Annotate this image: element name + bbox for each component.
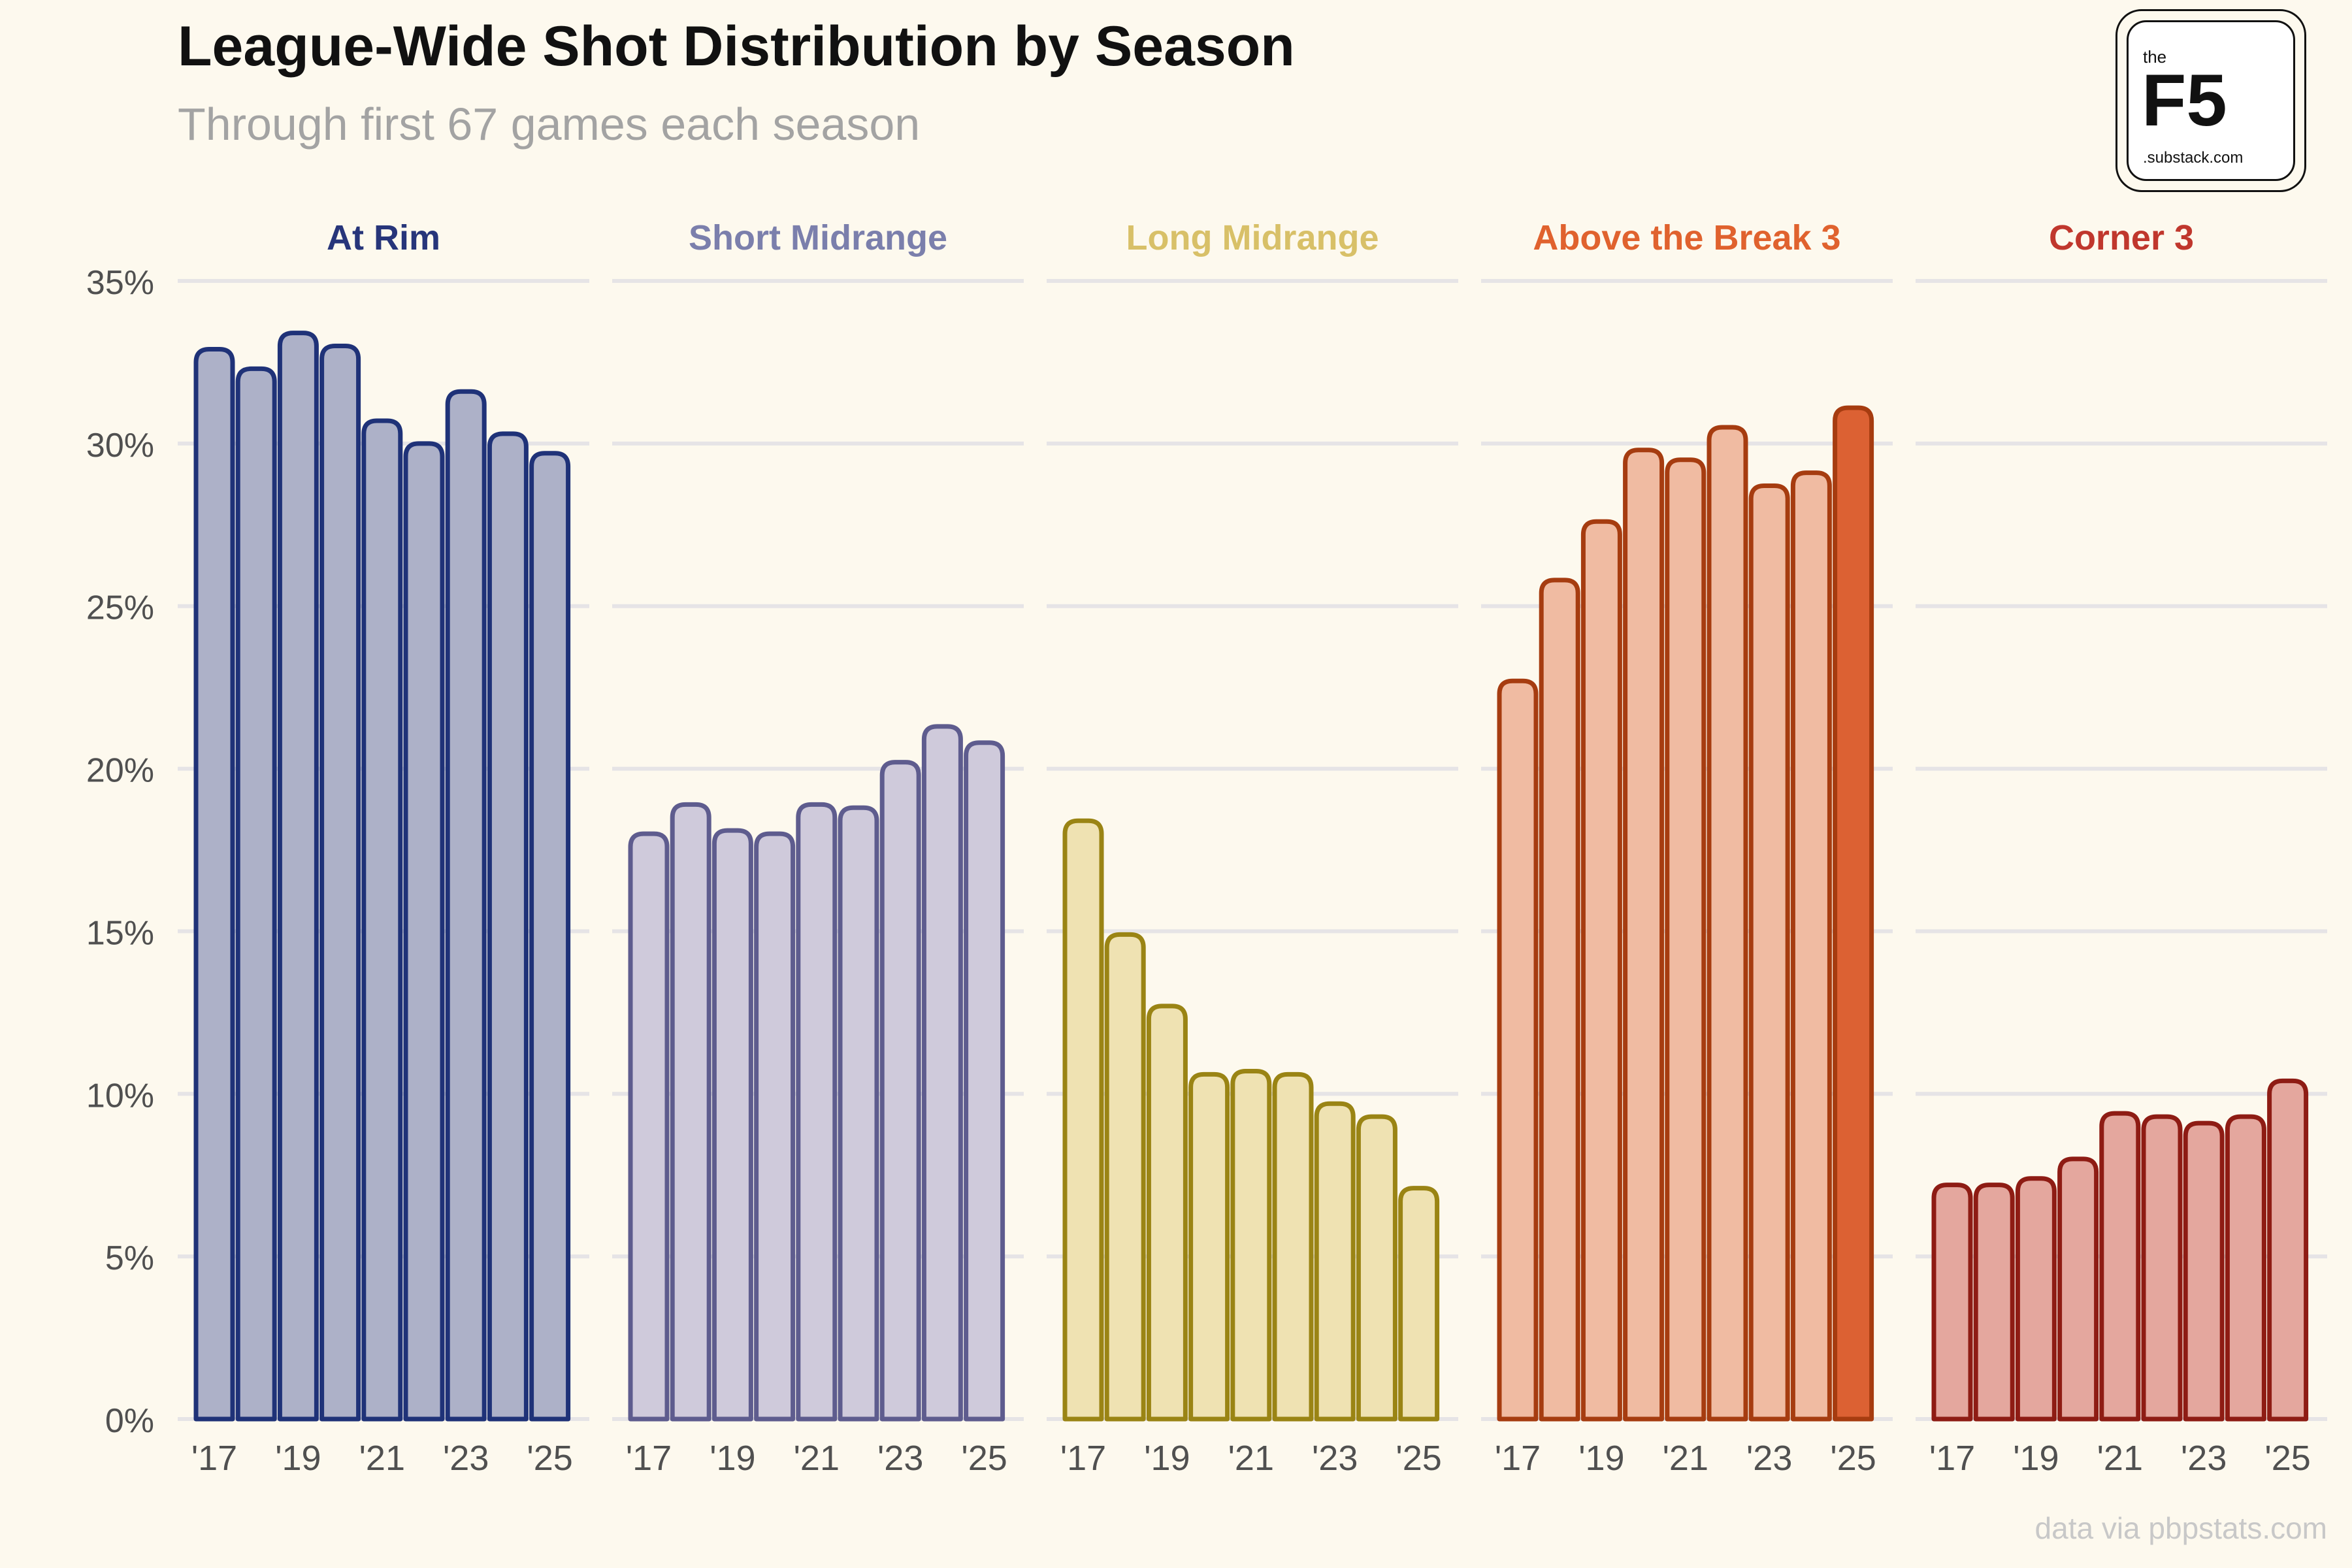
x-tick-label: '21 (2097, 1439, 2143, 1478)
bar (1748, 483, 1790, 1422)
bar (1398, 1186, 1440, 1422)
x-tick-label: '21 (359, 1439, 405, 1478)
x-tick-label: '19 (710, 1439, 755, 1478)
x-tick-label: '21 (794, 1439, 840, 1478)
x-tick-label: '21 (1228, 1439, 1274, 1478)
facet-title: At Rim (327, 218, 440, 257)
bar (487, 431, 529, 1422)
x-tick-label: '19 (1578, 1439, 1624, 1478)
x-tick-label: '25 (961, 1439, 1007, 1478)
bar (1833, 405, 1874, 1422)
x-tick-label: '23 (1746, 1439, 1792, 1478)
bar (1104, 932, 1146, 1422)
bar (2099, 1111, 2141, 1422)
bar (1973, 1183, 2015, 1422)
bar (1062, 818, 1104, 1422)
logo-the-text: the (2143, 47, 2167, 67)
bar (1623, 448, 1665, 1422)
bar (1356, 1114, 1397, 1422)
facet-panel: Long Midrange '17 '19 '21 '23 '25 (1047, 218, 1458, 1478)
bar (403, 441, 445, 1422)
bar (670, 802, 711, 1422)
bar (1580, 519, 1622, 1422)
x-tick-label: '19 (275, 1439, 321, 1478)
bar (1146, 1004, 1188, 1422)
bar (529, 451, 571, 1422)
y-tick-label: 10% (86, 1077, 154, 1115)
facet-panel: Corner 3 '17 '19 '21 '23 '25 (1916, 218, 2327, 1478)
facet-title: Corner 3 (2049, 218, 2194, 257)
chart-subtitle: Through first 67 games each season (178, 99, 921, 150)
x-tick-label: '23 (2181, 1439, 2227, 1478)
x-tick-label: '25 (1830, 1439, 1876, 1478)
x-tick-label: '17 (191, 1439, 237, 1478)
bar (2057, 1156, 2099, 1422)
bar (838, 805, 879, 1422)
bar (1314, 1101, 1356, 1422)
x-tick-label: '23 (1312, 1439, 1358, 1478)
y-tick-label: 15% (86, 914, 154, 952)
bar (1497, 678, 1539, 1422)
bar (319, 344, 361, 1422)
bar (193, 347, 235, 1422)
bar (2015, 1176, 2057, 1422)
bar (921, 724, 963, 1422)
x-tick-label: '25 (1396, 1439, 1441, 1478)
chart-title: League-Wide Shot Distribution by Season (178, 15, 1295, 78)
bar (796, 802, 838, 1422)
x-tick-label: '19 (1144, 1439, 1190, 1478)
y-tick-label: 30% (86, 427, 154, 465)
f5-substack-logo[interactable]: the F5 .substack.com (2115, 9, 2306, 192)
bar (964, 740, 1005, 1422)
y-tick-label: 20% (86, 752, 154, 790)
bar (1230, 1068, 1272, 1422)
y-tick-label: 35% (86, 264, 154, 302)
x-tick-label: '23 (443, 1439, 489, 1478)
bar (2141, 1114, 2183, 1422)
facet-title: Short Midrange (689, 218, 947, 257)
bar (711, 828, 753, 1422)
bar (1272, 1071, 1314, 1422)
bar (754, 831, 796, 1422)
bar (361, 418, 403, 1422)
bar (1931, 1183, 1973, 1422)
x-tick-label: '25 (527, 1439, 572, 1478)
x-tick-label: '17 (1929, 1439, 1975, 1478)
data-source-credit: data via pbpstats.com (2034, 1511, 2327, 1545)
logo-name-text: F5 (2142, 59, 2227, 141)
bar (2225, 1114, 2266, 1422)
bar (2183, 1120, 2225, 1422)
bar (2267, 1078, 2309, 1422)
y-tick-label: 25% (86, 589, 154, 627)
facet-panel: At Rim '17 '19 '21 '23 '25 (178, 218, 589, 1478)
logo-domain-text: .substack.com (2143, 149, 2244, 167)
x-tick-label: '17 (626, 1439, 672, 1478)
bar (1539, 578, 1580, 1422)
x-tick-label: '17 (1495, 1439, 1541, 1478)
bar (1707, 425, 1748, 1422)
bar (235, 366, 277, 1422)
y-tick-label: 5% (105, 1239, 154, 1277)
facet-panel: Above the Break 3 '17 '19 '21 '23 '25 (1481, 218, 1893, 1478)
facet-title: Above the Break 3 (1533, 218, 1840, 257)
bar (1188, 1071, 1230, 1422)
x-tick-label: '21 (1663, 1439, 1708, 1478)
facet-title: Long Midrange (1126, 218, 1379, 257)
bar (879, 760, 921, 1422)
bar (1790, 470, 1832, 1422)
bar (1665, 457, 1707, 1422)
x-tick-label: '23 (877, 1439, 923, 1478)
x-tick-label: '19 (2013, 1439, 2059, 1478)
bar (277, 331, 319, 1422)
facet-panel: Short Midrange '17 '19 '21 '23 '25 (612, 218, 1024, 1478)
x-tick-label: '25 (2264, 1439, 2310, 1478)
x-tick-label: '17 (1060, 1439, 1106, 1478)
bar (628, 831, 670, 1422)
logo-frame: the F5 .substack.com (2127, 20, 2295, 181)
y-tick-label: 0% (105, 1402, 154, 1440)
bar (445, 389, 487, 1422)
